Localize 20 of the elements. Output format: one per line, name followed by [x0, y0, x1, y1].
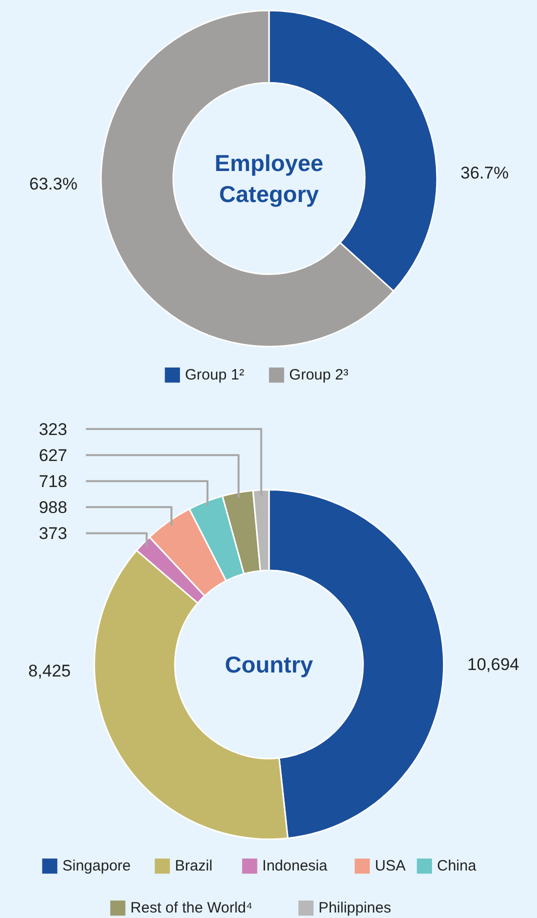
data-label: 8,425	[28, 662, 71, 681]
legend-label: Group 2³	[289, 366, 348, 384]
legend-label: Singapore	[62, 858, 131, 875]
data-label: 718	[38, 472, 68, 492]
data-label: 36.7%	[460, 164, 509, 183]
data-label: 373	[38, 524, 68, 544]
data-label: 627	[38, 446, 68, 466]
legend-label: USA	[374, 858, 406, 875]
data-label: 10,694	[467, 654, 520, 674]
legend-label: Rest of the World⁴	[130, 900, 252, 917]
legend-label: Indonesia	[262, 858, 328, 875]
legend-label: Group 1²	[185, 366, 244, 384]
legend-label: China	[437, 858, 477, 875]
legend-label: Philippines	[318, 900, 392, 917]
legend-label: Brazil	[174, 858, 212, 875]
data-label: 323	[38, 420, 68, 440]
data-label: 988	[38, 498, 68, 518]
text: Country	[224, 652, 314, 678]
data-label: 63.3%	[29, 174, 78, 194]
text: Employee Category	[214, 150, 324, 208]
